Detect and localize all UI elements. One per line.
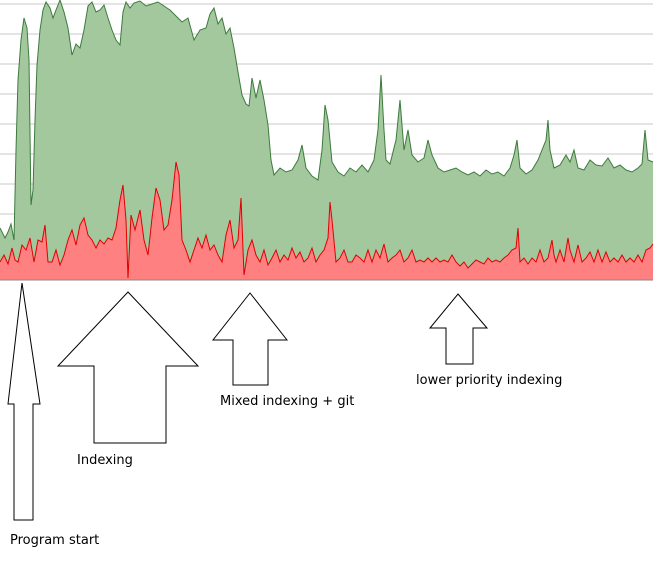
arrow-mixed-indexing-git (211, 292, 289, 386)
annotation-mixed-indexing-git: Mixed indexing + git (220, 394, 355, 409)
arrow-program-start (7, 282, 41, 521)
arrow-lower-priority-indexing (428, 293, 489, 365)
annotation-lower-priority-indexing: lower priority indexing (416, 373, 563, 388)
annotation-indexing: Indexing (77, 453, 133, 468)
series-line-green (0, 0, 654, 241)
series-line-red (0, 161, 654, 279)
annotation-program-start: Program start (10, 533, 100, 548)
series-area-green (0, 0, 653, 280)
series-area-red (0, 162, 653, 280)
arrow-indexing (56, 291, 200, 444)
